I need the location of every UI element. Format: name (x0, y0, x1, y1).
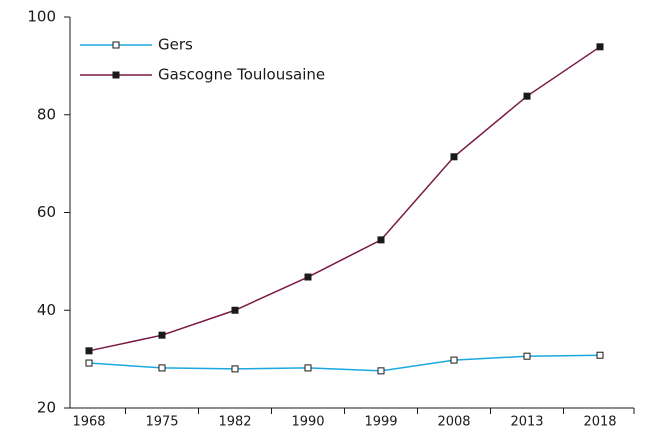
marker (85, 359, 93, 367)
legend-marker (112, 41, 120, 49)
marker (304, 273, 312, 281)
y-tick-label: 40 (37, 301, 56, 319)
y-tick-label: 60 (37, 203, 56, 221)
x-tick-label: 1968 (72, 415, 105, 430)
marker (596, 43, 604, 51)
series-line (88, 46, 601, 352)
marker (596, 351, 604, 359)
x-tick-label: 2018 (583, 415, 616, 430)
x-tick-label: 1999 (364, 415, 397, 430)
marker (377, 236, 385, 244)
marker (523, 352, 531, 360)
marker (158, 364, 166, 372)
marker (523, 92, 531, 100)
x-tick-label: 2013 (510, 415, 543, 430)
x-tick-label: 1975 (145, 415, 178, 430)
series-line (88, 354, 601, 372)
y-tick-label: 100 (27, 8, 56, 26)
marker (158, 331, 166, 339)
marker (450, 356, 458, 364)
legend-label: Gascogne Toulousaine (158, 66, 325, 84)
marker (450, 153, 458, 161)
x-tick-label: 1990 (291, 415, 324, 430)
x-tick-label: 2008 (437, 415, 470, 430)
marker (231, 365, 239, 373)
legend-label: Gers (158, 36, 193, 54)
y-tick-label: 20 (37, 399, 56, 417)
x-tick-label: 1982 (218, 415, 251, 430)
legend-marker (112, 71, 120, 79)
marker (304, 364, 312, 372)
marker (231, 306, 239, 314)
y-tick-label: 80 (37, 105, 56, 123)
marker (377, 367, 385, 375)
marker (85, 347, 93, 355)
